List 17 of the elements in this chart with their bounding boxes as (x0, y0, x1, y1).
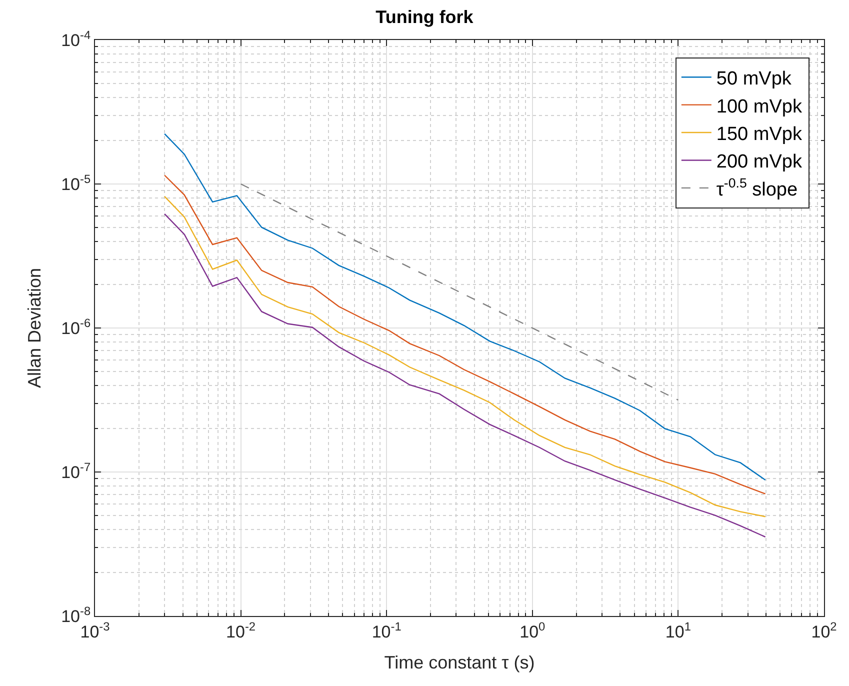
legend-label: 50 mVpk (716, 68, 792, 90)
x-tick-label: 10$^{-2}$ (226, 619, 256, 642)
x-tick-label: 10$^{2}$ (811, 619, 838, 642)
y-axis-title: Allan Deviation (24, 268, 44, 388)
legend-label: 150 mVpk (716, 124, 802, 145)
x-tick-label: 10$^{1}$ (665, 619, 692, 642)
x-tick-label: 10$^{0}$ (520, 619, 546, 642)
legend-label: τ$^{-0.5}$ slope (716, 175, 798, 200)
y-tick-label: 10$^{-6}$ (61, 316, 91, 338)
y-tick-label: 10$^{-4}$ (61, 28, 91, 50)
y-tick-label: 10$^{-7}$ (61, 460, 91, 482)
legend-label: 200 mVpk (716, 152, 802, 173)
x-tick-label: 10$^{-1}$ (372, 619, 402, 642)
x-axis-title: Time constant τ (s) (384, 652, 535, 672)
legend-label: 100 mVpk (716, 96, 802, 118)
y-tick-label: 10$^{-5}$ (61, 172, 91, 194)
chart-title: Tuning fork (376, 6, 474, 27)
